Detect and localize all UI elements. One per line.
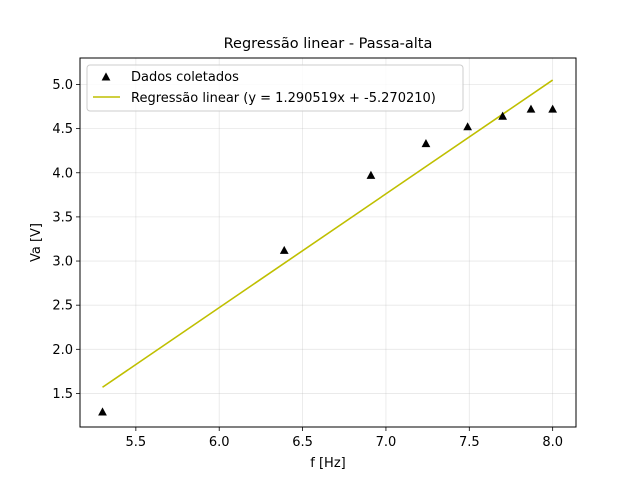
- legend-entry-regression: Regressão linear (y = 1.290519x + -5.270…: [131, 91, 436, 106]
- legend-box: [86, 64, 464, 112]
- legend: Dados coletados Regressão linear (y = 1.…: [86, 64, 464, 112]
- x-tick-label: 5.5: [126, 435, 147, 450]
- data-point-marker: [366, 170, 376, 179]
- legend-entry-data: Dados coletados: [131, 70, 239, 85]
- x-axis-label: f [Hz]: [310, 456, 345, 471]
- y-tick-label: 3.0: [52, 255, 73, 270]
- data-point-marker: [526, 104, 536, 113]
- y-tick-label: 1.5: [52, 387, 73, 402]
- data-point-marker: [421, 139, 431, 148]
- data-point-marker: [548, 104, 558, 113]
- x-tick-label: 7.0: [376, 435, 397, 450]
- regression-line: [102, 79, 554, 388]
- data-point-marker: [279, 245, 289, 254]
- x-tick-label: 6.0: [209, 435, 230, 450]
- x-tick-label: 8.0: [542, 435, 563, 450]
- chart-title: Regressão linear - Passa-alta: [224, 36, 433, 52]
- y-tick-label: 2.5: [52, 299, 73, 314]
- x-tick-label: 7.5: [459, 435, 480, 450]
- axes-frame: [79, 57, 577, 428]
- y-tick-label: 4.5: [52, 122, 73, 137]
- x-tick-label: 6.5: [292, 435, 313, 450]
- y-tick-label: 4.0: [52, 166, 73, 181]
- regression-line-layer: [102, 79, 554, 388]
- x-axis-ticks: 5.5 6.0 6.5 7.0 7.5 8.0: [126, 427, 563, 450]
- y-axis-ticks: 1.5 2.0 2.5 3.0 3.5 4.0 4.5 5.0: [52, 78, 80, 402]
- y-tick-label: 2.0: [52, 343, 73, 358]
- y-tick-label: 3.5: [52, 210, 73, 225]
- data-point-marker: [463, 122, 473, 131]
- data-point-marker: [98, 407, 107, 416]
- y-axis-label: Va [V]: [29, 223, 44, 262]
- legend-triangle-marker-icon: [101, 72, 111, 81]
- y-tick-label: 5.0: [52, 78, 73, 93]
- data-point-marker: [498, 111, 508, 120]
- data-markers-layer: [98, 104, 558, 416]
